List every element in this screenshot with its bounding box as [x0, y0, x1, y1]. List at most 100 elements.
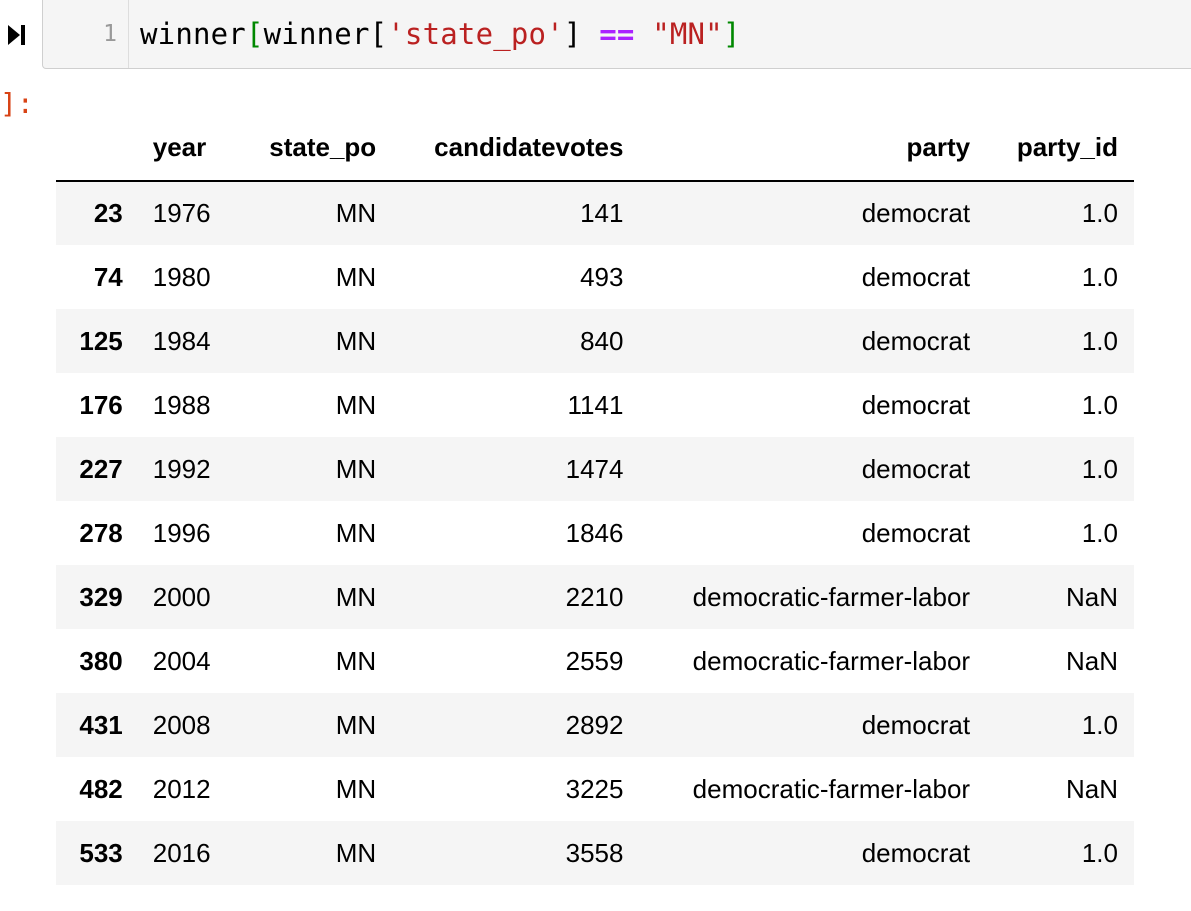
table-row: 431 2008 MN 2892 democrat 1.0 — [56, 693, 1134, 757]
cell-candidatevotes: 2210 — [565, 581, 624, 612]
line-number: 1 — [103, 21, 117, 47]
cell-party-id: NaN — [1065, 581, 1118, 612]
cell-party-id: 1.0 — [1081, 709, 1118, 740]
table-row: 23 1976 MN 141 democrat 1.0 — [56, 181, 1134, 245]
cell-party: democrat — [861, 453, 971, 484]
table-row: 380 2004 MN 2559 democratic-farmer-labor NaN — [56, 629, 1134, 693]
cell-candidatevotes: 1474 — [565, 453, 624, 484]
table-row: 533 2016 MN 3558 democrat 1.0 — [56, 821, 1134, 885]
cell-state-po: MN — [335, 198, 377, 228]
cell-party-id: 1.0 — [1081, 389, 1118, 420]
header-state-po: state_po — [237, 115, 393, 182]
cell-state-po: MN — [335, 645, 377, 676]
cell-candidatevotes: 2559 — [565, 645, 624, 676]
row-index: 278 — [79, 517, 123, 548]
cell-state-po: MN — [335, 389, 377, 420]
table-row: 125 1984 MN 840 democrat 1.0 — [56, 309, 1134, 373]
cell-year: 2012 — [152, 773, 211, 804]
table-row: 227 1992 MN 1474 democrat 1.0 — [56, 437, 1134, 501]
header-year: year — [138, 115, 238, 182]
cell-year: 1988 — [152, 389, 211, 420]
row-index: 329 — [79, 581, 123, 612]
cell-candidatevotes: 1141 — [567, 389, 624, 420]
cell-party: democrat — [861, 261, 971, 292]
cell-state-po: MN — [335, 453, 377, 484]
row-index: 380 — [79, 645, 123, 676]
row-index: 482 — [79, 773, 123, 804]
cell-party-id: NaN — [1065, 645, 1118, 676]
cell-state-po: MN — [335, 325, 377, 356]
cell-party: democrat — [861, 709, 971, 740]
cell-year: 1992 — [152, 453, 211, 484]
table-row: 74 1980 MN 493 democrat 1.0 — [56, 245, 1134, 309]
cell-year: 2016 — [152, 837, 211, 868]
row-index: 74 — [93, 261, 123, 292]
cell-year: 2008 — [152, 709, 211, 740]
cell-candidatevotes: 493 — [580, 261, 624, 292]
cell-state-po: MN — [335, 773, 377, 804]
cell-candidatevotes: 840 — [580, 325, 624, 356]
code-cell[interactable]: 1 winner[winner['state_po'] == "MN"] — [42, 0, 1191, 69]
cell-state-po: MN — [335, 261, 377, 292]
cell-state-po: MN — [335, 517, 377, 548]
cell-party: democrat — [861, 389, 971, 420]
cell-party-id: 1.0 — [1081, 261, 1118, 292]
cell-party: democrat — [861, 517, 971, 548]
row-index: 431 — [79, 709, 123, 740]
row-index: 227 — [79, 453, 123, 484]
cell-party-id: NaN — [1065, 773, 1118, 804]
cell-year: 1984 — [152, 325, 211, 356]
cell-state-po: MN — [335, 581, 377, 612]
cell-state-po: MN — [335, 837, 377, 868]
cell-party: democratic-farmer-labor — [692, 581, 971, 612]
code-token-bracket-close: ] — [563, 17, 600, 51]
row-index: 23 — [93, 198, 123, 228]
cell-year: 2004 — [152, 645, 211, 676]
cell-party-id: 1.0 — [1081, 325, 1118, 356]
cell-state-po: MN — [335, 709, 377, 740]
table-row: 329 2000 MN 2210 democratic-farmer-labor NaN — [56, 565, 1134, 629]
header-party: party — [639, 115, 987, 182]
header-candidatevotes: candidatevotes — [392, 115, 640, 182]
code-token-string: "MN" — [652, 17, 723, 51]
cell-party: democrat — [861, 198, 971, 228]
cell-party: democratic-farmer-labor — [692, 645, 971, 676]
cell-party: democratic-farmer-labor — [692, 773, 971, 804]
code-token-space — [635, 17, 653, 51]
table-header-row: year state_po candidatevotes party party… — [56, 115, 1134, 182]
code-token-variable: winner[ — [263, 17, 388, 51]
cell-party-id: 1.0 — [1081, 453, 1118, 484]
code-token-operator: == — [599, 17, 635, 51]
cell-year: 1980 — [152, 261, 211, 292]
cell-party-id: 1.0 — [1081, 837, 1118, 868]
header-index — [56, 115, 139, 182]
cell-candidatevotes: 1846 — [565, 517, 624, 548]
code-token-bracket: [ — [245, 17, 264, 51]
cell-party-id: 1.0 — [1081, 517, 1118, 548]
code-token-string: 'state_po' — [387, 17, 564, 51]
gutter-separator — [128, 0, 129, 68]
cell-year: 1976 — [152, 198, 211, 228]
code-token-variable: winner — [140, 17, 246, 51]
cell-candidatevotes: 141 — [580, 198, 624, 228]
cell-candidatevotes: 2892 — [565, 709, 624, 740]
cell-year: 2000 — [152, 581, 211, 612]
cell-party: democrat — [861, 325, 971, 356]
output-prompt: ]: — [0, 87, 34, 120]
run-next-icon[interactable] — [6, 23, 28, 47]
cell-party-id: 1.0 — [1081, 198, 1118, 228]
header-party-id: party_id — [986, 115, 1134, 182]
table-row: 482 2012 MN 3225 democratic-farmer-labor NaN — [56, 757, 1134, 821]
table-row: 176 1988 MN 1141 democrat 1.0 — [56, 373, 1134, 437]
cell-candidatevotes: 3558 — [565, 837, 624, 868]
cell-year: 1996 — [152, 517, 211, 548]
table-row: 278 1996 MN 1846 democrat 1.0 — [56, 501, 1134, 565]
dataframe-table: year state_po candidatevotes party party… — [56, 115, 1134, 885]
cell-party: democrat — [861, 837, 971, 868]
row-index: 533 — [79, 837, 123, 868]
cell-candidatevotes: 3225 — [565, 773, 624, 804]
code-token-bracket: ] — [722, 17, 741, 51]
row-index: 125 — [79, 325, 123, 356]
code-line[interactable]: winner[winner['state_po'] == "MN"] — [140, 18, 741, 50]
row-index: 176 — [79, 389, 123, 420]
